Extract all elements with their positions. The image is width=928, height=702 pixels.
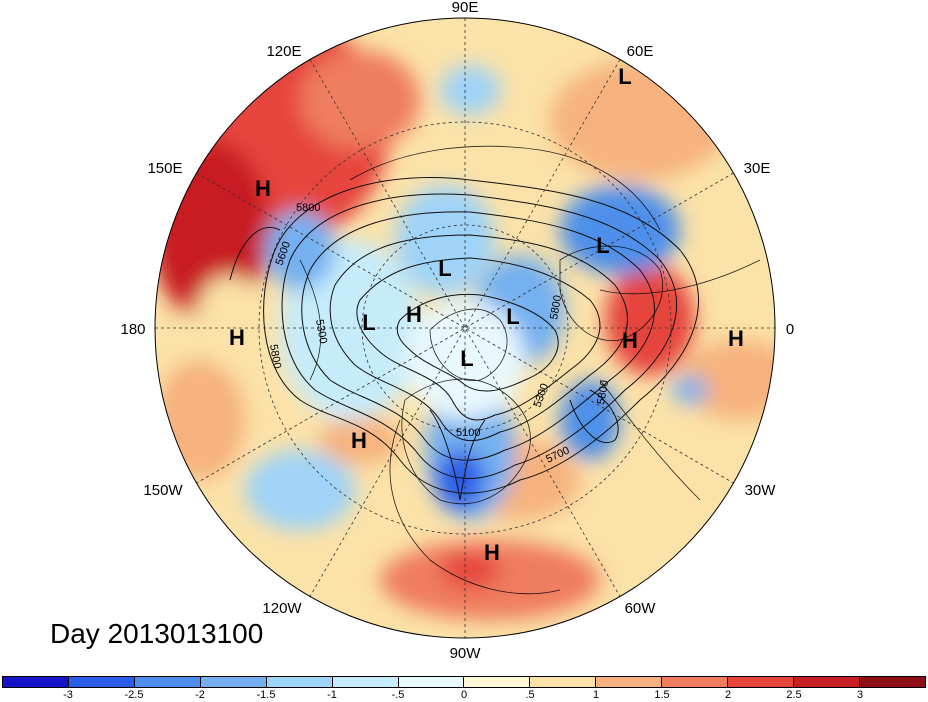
lon-label-90e: 90E — [452, 0, 479, 16]
longitude-labels: 90E 60E 30E 0 30W 60W 90W 120W 150W 180 … — [120, 0, 794, 662]
lon-label-30w: 30W — [745, 482, 777, 499]
low-pressure-label: L — [596, 233, 609, 258]
colorbar-swatch — [794, 677, 860, 687]
high-pressure-label: H — [351, 428, 367, 453]
coastlines — [299, 145, 761, 595]
lon-label-60e: 60E — [627, 43, 654, 60]
lon-label-60w: 60W — [625, 600, 657, 617]
low-pressure-label: L — [438, 256, 451, 281]
colorbar-tick-label: 0 — [460, 689, 468, 701]
contour-label: 5800 — [595, 379, 611, 405]
contour-label: 5100 — [456, 427, 480, 439]
anomaly-field — [155, 18, 775, 638]
day-label: Day 2013013100 — [50, 618, 264, 649]
colorbar-tick-label: -1.5 — [256, 689, 276, 701]
lon-label-0: 0 — [786, 321, 794, 338]
high-pressure-label: H — [406, 302, 422, 327]
colorbar-swatch — [464, 677, 531, 687]
low-pressure-label: L — [362, 310, 375, 335]
lon-label-150e: 150E — [147, 160, 182, 177]
colorbar-swatch — [200, 677, 267, 687]
lon-label-120e: 120E — [266, 43, 301, 60]
lon-label-30e: 30E — [744, 160, 771, 177]
low-pressure-label: L — [460, 346, 473, 371]
colorbar-tick-label: -3 — [63, 689, 73, 701]
high-pressure-label: H — [255, 176, 271, 201]
lon-label-180: 180 — [120, 321, 145, 338]
colorbar-swatch — [266, 677, 333, 687]
colorbar — [2, 676, 926, 688]
colorbar-tick-label: -2.5 — [124, 689, 144, 701]
pressure-systems: H H L H L L L H H L L H H — [229, 64, 744, 565]
colorbar-tick-label: 3 — [856, 689, 864, 701]
lon-label-120w: 120W — [262, 600, 302, 617]
colorbar-tick-label: 2 — [724, 689, 732, 701]
graticule — [155, 18, 775, 638]
colorbar-swatch — [134, 677, 201, 687]
contour-label: 5300 — [313, 318, 329, 344]
contour-label: 5800 — [267, 343, 283, 369]
colorbar-swatch — [3, 677, 69, 687]
colorbar-tick-label: -2 — [195, 689, 205, 701]
colorbar-tick-label: 2.5 — [786, 689, 802, 701]
high-pressure-label: H — [484, 540, 500, 565]
colorbar-swatch — [530, 677, 597, 687]
colorbar-swatch — [596, 677, 663, 687]
lon-label-90w: 90W — [450, 645, 482, 662]
contour-label: 5800 — [548, 294, 564, 320]
colorbar-swatch — [728, 677, 795, 687]
colorbar-tick-label: .5 — [525, 689, 535, 701]
high-pressure-label: H — [229, 325, 245, 350]
colorbar-swatch — [662, 677, 729, 687]
low-pressure-label: L — [618, 64, 631, 89]
map-boundary — [154, 17, 776, 639]
colorbar-ticks: -3 -2.5 -2 -1.5 -1 -.5 0 .5 1 1.5 2 2.5 3 — [2, 689, 926, 702]
high-pressure-label: H — [622, 328, 638, 353]
colorbar-swatch — [859, 677, 925, 687]
height-contours — [229, 177, 699, 501]
colorbar-swatch — [398, 677, 465, 687]
colorbar-swatch — [332, 677, 399, 687]
colorbar-tick-label: -1 — [327, 689, 337, 701]
lon-label-150w: 150W — [143, 482, 183, 499]
contour-label: 5800 — [296, 202, 320, 214]
colorbar-swatch — [68, 677, 135, 687]
high-pressure-label: H — [728, 326, 744, 351]
colorbar-tick-label: 1.5 — [654, 689, 670, 701]
low-pressure-label: L — [506, 304, 519, 329]
colorbar-tick-label: -.5 — [391, 689, 405, 701]
colorbar-tick-label: 1 — [592, 689, 600, 701]
